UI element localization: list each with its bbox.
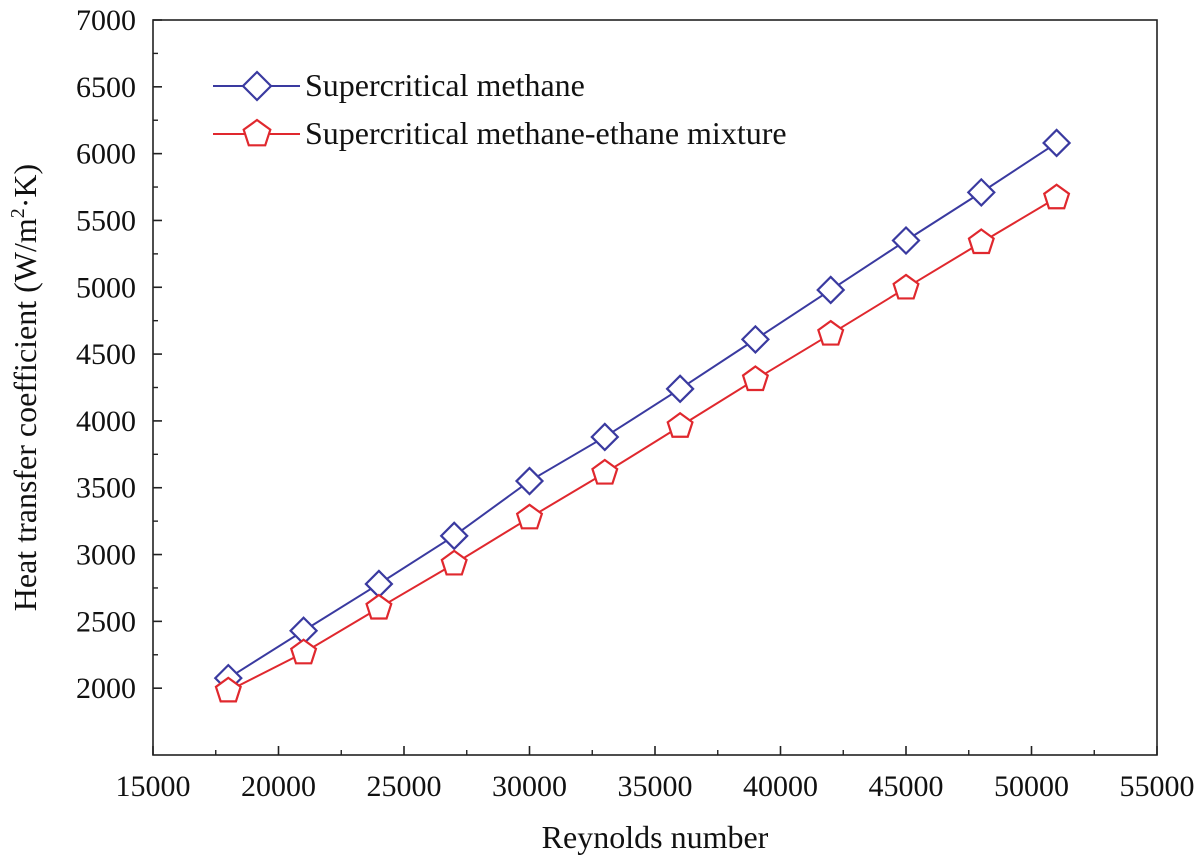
y-tick-label: 4500 [76,338,136,371]
x-tick-label: 25000 [367,770,442,803]
series-line [227,142,1058,680]
data-point [214,676,242,703]
data-point [665,374,695,404]
y-tick-label: 6000 [76,138,136,171]
data-point [514,466,545,496]
data-point [1042,183,1071,210]
data-point [515,503,544,530]
axes: 15000 20000 25000 30000 35000 40000 45000 50000… [76,4,1195,803]
x-tick-label: 20000 [241,770,316,803]
data-point [891,225,921,256]
x-tick-label: 50000 [994,770,1069,803]
data-point [440,549,468,576]
data-point [741,365,770,392]
legend-marker [242,118,272,147]
legend-label: Supercritical methane [305,67,585,103]
series-layer [213,128,1072,703]
y-tick-label: 5000 [76,271,136,304]
x-tick-label: 40000 [743,770,818,803]
data-point [817,319,845,346]
x-axis-title: Reynolds number [542,819,769,855]
x-tick-label: 45000 [869,770,944,803]
y-tick-label: 5500 [76,204,136,237]
legend-entry-2: Supercritical methane-ethane mixture [213,115,787,151]
legend-label: Supercritical methane-ethane mixture [305,115,787,151]
data-point [364,569,394,599]
legend-entry-1: Supercritical methane [213,67,585,103]
y-axis-title: Heat transfer coefficient (W/m2·K) [7,164,43,611]
data-point [740,324,770,354]
y-axis-title-superscript: 2 [7,208,29,218]
y-tick-label: 2000 [76,672,136,705]
y-tick-label: 7000 [76,4,136,37]
series-1 [213,128,1072,693]
data-point [1042,128,1072,158]
y-tick-label: 6500 [76,71,136,104]
y-axis-title-unit-end: ·K) [7,164,43,208]
legend-marker [241,70,273,102]
data-point [816,275,846,305]
data-point [591,458,619,485]
data-point [590,422,620,452]
data-point [892,273,920,300]
x-tick-label: 30000 [492,770,567,803]
y-tick-label: 3500 [76,472,136,505]
x-tick-label: 55000 [1120,770,1195,803]
data-point [289,638,318,665]
y-tick-label: 2500 [76,605,136,638]
data-point [365,593,393,620]
x-tick-label: 35000 [618,770,693,803]
data-point [966,177,996,207]
data-point [967,228,995,255]
y-tick-label: 4000 [76,405,136,438]
data-point [666,411,694,438]
x-tick-label: 15000 [116,770,191,803]
data-point [439,521,469,551]
series-line [227,196,1058,692]
legend: Supercritical methane Supercritical metha… [213,67,787,151]
series-2 [214,183,1071,703]
y-tick-label: 3000 [76,539,136,572]
y-axis-title-main: Heat transfer coefficient (W/m [7,218,43,611]
